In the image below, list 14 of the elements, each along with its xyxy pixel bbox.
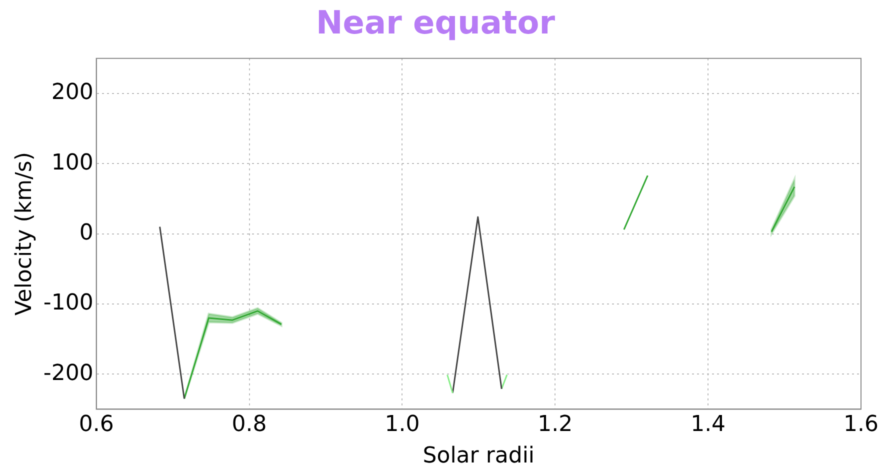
y-tick-label: 0 bbox=[79, 220, 94, 246]
x-axis-title: Solar radii bbox=[422, 444, 535, 469]
y-tick-label: -100 bbox=[43, 290, 94, 316]
x-tick-label: 1.0 bbox=[384, 412, 420, 438]
x-tick-label: 1.6 bbox=[844, 412, 878, 438]
y-tick-label: 100 bbox=[51, 150, 94, 176]
x-tick-label: 0.6 bbox=[78, 412, 114, 438]
x-tick-label: 0.8 bbox=[232, 412, 267, 438]
x-tick-label: 1.4 bbox=[690, 412, 726, 438]
y-tick-label: 200 bbox=[51, 80, 94, 106]
x-tick-label: 1.2 bbox=[538, 412, 573, 438]
y-tick-label: -200 bbox=[43, 360, 94, 386]
chart-title: Near equator bbox=[316, 4, 556, 42]
y-axis-title: Velocity (km/s) bbox=[12, 152, 37, 316]
